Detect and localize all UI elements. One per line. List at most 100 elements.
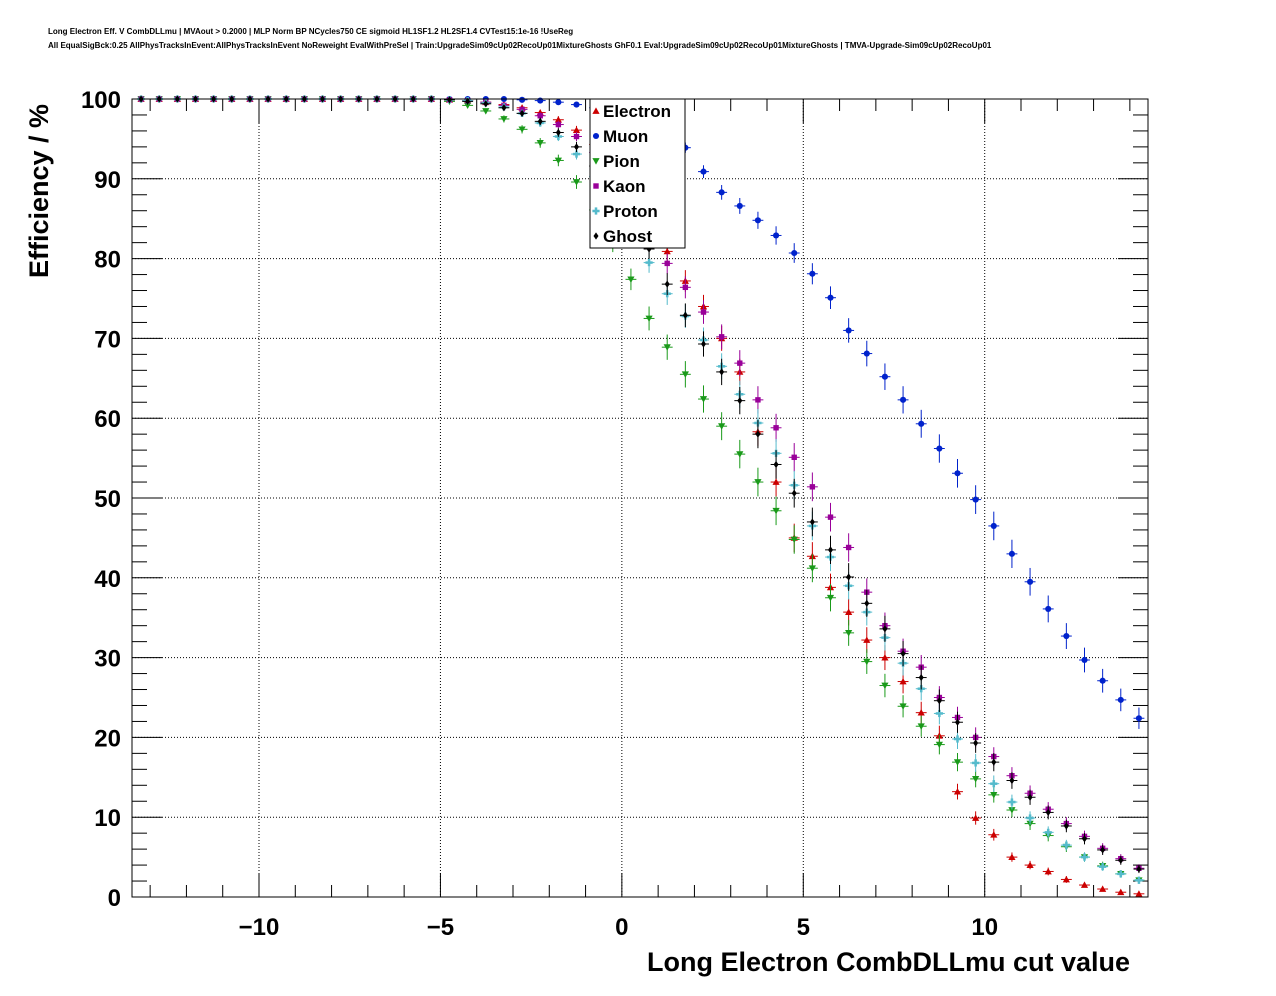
legend-marker bbox=[593, 232, 599, 240]
data-marker bbox=[899, 703, 907, 710]
data-marker bbox=[773, 460, 779, 469]
y-tick-label: 80 bbox=[94, 247, 121, 274]
data-marker bbox=[1045, 808, 1051, 817]
data-marker bbox=[827, 294, 834, 301]
data-marker bbox=[537, 113, 543, 119]
legend-entry-ghost: Ghost bbox=[593, 227, 652, 246]
kaon-point bbox=[552, 120, 564, 129]
data-marker bbox=[754, 217, 761, 224]
legend-entry-proton: Proton bbox=[592, 202, 658, 221]
ghost-point bbox=[952, 711, 963, 733]
data-marker bbox=[537, 117, 543, 125]
legend-label: Ghost bbox=[603, 227, 652, 246]
data-marker bbox=[990, 522, 997, 529]
ghost-point bbox=[970, 733, 982, 753]
data-marker bbox=[990, 780, 998, 788]
data-marker bbox=[899, 677, 907, 685]
marker-part bbox=[1028, 814, 1032, 822]
proton-point bbox=[1133, 876, 1145, 884]
data-marker bbox=[990, 791, 998, 799]
pion-point bbox=[952, 753, 963, 772]
data-marker bbox=[554, 116, 562, 123]
data-marker bbox=[863, 350, 870, 357]
data-marker bbox=[917, 709, 925, 716]
muon-point bbox=[571, 101, 582, 108]
data-marker bbox=[936, 445, 943, 452]
data-marker bbox=[809, 270, 816, 277]
y-tick-label: 50 bbox=[94, 486, 121, 513]
pion-point bbox=[788, 525, 800, 554]
kaon-point bbox=[734, 350, 746, 377]
ghost-point bbox=[843, 563, 855, 591]
data-marker bbox=[754, 479, 762, 486]
kaon-point bbox=[770, 413, 782, 442]
electron-point bbox=[1079, 881, 1090, 888]
data-marker bbox=[645, 315, 653, 323]
muon-point bbox=[897, 386, 909, 414]
y-tick-label: 60 bbox=[94, 406, 121, 433]
marker-part bbox=[956, 735, 959, 743]
pion-point bbox=[806, 554, 818, 583]
ghost-point bbox=[1024, 789, 1036, 805]
data-marker bbox=[699, 396, 708, 403]
data-marker bbox=[953, 735, 962, 743]
muon-point bbox=[988, 511, 1000, 541]
data-marker bbox=[1117, 888, 1125, 896]
data-marker bbox=[1118, 856, 1124, 864]
pion-point bbox=[498, 115, 510, 123]
data-marker bbox=[1135, 890, 1143, 897]
data-marker bbox=[682, 284, 689, 291]
data-marker bbox=[845, 629, 853, 637]
y-axis-label: Efficiency / % bbox=[24, 104, 54, 278]
data-marker bbox=[773, 232, 780, 239]
muon-point bbox=[1097, 668, 1109, 693]
pion-point bbox=[679, 361, 691, 388]
ghost-point bbox=[534, 117, 546, 126]
data-marker bbox=[972, 759, 980, 767]
marker-part bbox=[1046, 828, 1050, 836]
electron-point bbox=[1060, 875, 1072, 883]
data-marker bbox=[900, 396, 907, 403]
data-marker bbox=[483, 100, 489, 108]
data-marker bbox=[1080, 853, 1089, 861]
data-marker bbox=[700, 168, 707, 175]
data-marker bbox=[573, 143, 580, 151]
legend-marker bbox=[593, 183, 599, 189]
ghost-point bbox=[661, 273, 673, 296]
muon-point bbox=[825, 286, 836, 310]
ghost-point bbox=[679, 303, 691, 328]
data-marker bbox=[1135, 715, 1142, 722]
pion-point bbox=[897, 695, 909, 718]
ghost-point bbox=[571, 141, 582, 152]
pion-point bbox=[825, 584, 836, 612]
pion-point bbox=[915, 715, 927, 737]
ghost-point bbox=[444, 96, 455, 104]
marker-part bbox=[1083, 853, 1086, 861]
data-marker bbox=[1062, 841, 1070, 849]
data-marker bbox=[846, 573, 852, 581]
data-marker bbox=[501, 104, 507, 112]
data-marker bbox=[1044, 828, 1052, 836]
marker-part bbox=[647, 258, 651, 267]
proton-point bbox=[1006, 794, 1018, 810]
ghost-point bbox=[825, 535, 836, 565]
proton-point bbox=[988, 775, 1000, 792]
ghost-point bbox=[716, 358, 728, 386]
data-marker bbox=[864, 599, 870, 607]
data-marker bbox=[1063, 632, 1070, 640]
legend-marker bbox=[592, 207, 600, 215]
ghost-point bbox=[480, 100, 492, 108]
ghost-point bbox=[752, 420, 764, 449]
data-marker bbox=[808, 565, 816, 572]
data-marker bbox=[663, 344, 671, 351]
y-tick-label: 100 bbox=[81, 87, 121, 114]
pion-point bbox=[462, 102, 474, 109]
kaon-point bbox=[843, 533, 855, 562]
data-marker bbox=[1026, 861, 1034, 868]
muon-point bbox=[843, 318, 855, 343]
x-axis-label: Long Electron CombDLLmu cut value bbox=[647, 947, 1130, 977]
ghost-point bbox=[1097, 844, 1109, 855]
tick-layer bbox=[132, 98, 1148, 898]
pion-point bbox=[625, 268, 637, 291]
muon-point bbox=[552, 99, 564, 106]
